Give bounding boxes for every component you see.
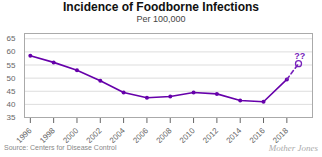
svg-text:50: 50 [7, 74, 16, 83]
svg-text:45: 45 [7, 87, 16, 96]
svg-text:1996: 1996 [15, 126, 34, 143]
svg-text:60: 60 [7, 47, 16, 56]
html-text:Per 100,000: Per 100,000 [136, 14, 186, 24]
svg-text:2008: 2008 [155, 126, 174, 143]
svg-text:2004: 2004 [108, 126, 127, 143]
html-text:Incidence of Foodborne Infecti: Incidence of Foodborne Infections [63, 0, 259, 14]
svg-text:55: 55 [7, 61, 16, 70]
svg-text:2006: 2006 [131, 126, 150, 143]
svg-text:2016: 2016 [248, 126, 267, 143]
svg-text:2014: 2014 [224, 126, 243, 143]
svg-text:2012: 2012 [201, 126, 220, 143]
svg-text:1998: 1998 [38, 126, 57, 143]
svg-text:2000: 2000 [61, 126, 80, 143]
html-text:Mother Jones: Mother Jones [268, 143, 318, 153]
svg-text:65: 65 [7, 34, 16, 43]
html-text:Source: Centers for Disease Co: Source: Centers for Disease Control [4, 144, 117, 151]
svg-text:35: 35 [7, 113, 16, 122]
svg-text:2002: 2002 [85, 126, 104, 143]
svg-text:40: 40 [7, 100, 16, 109]
svg-text:2018: 2018 [271, 126, 290, 143]
svg-text:2010: 2010 [178, 126, 197, 143]
svg-text:??: ?? [294, 51, 305, 61]
